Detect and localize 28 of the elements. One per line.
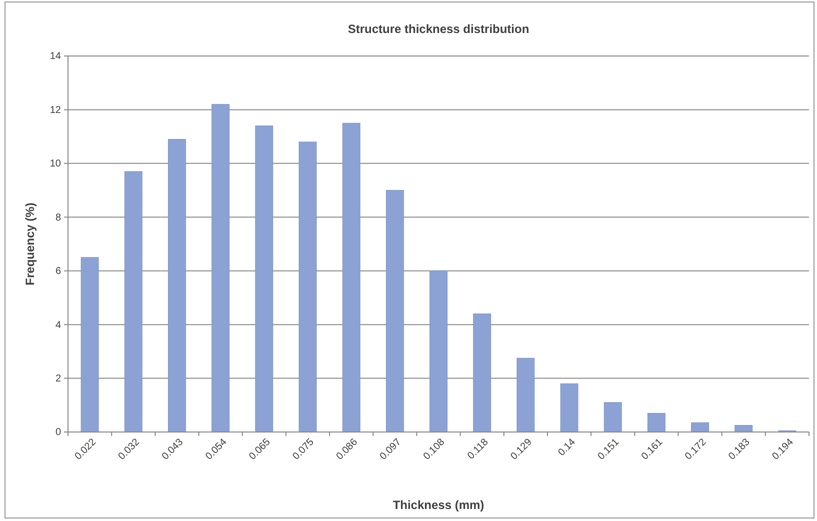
bar <box>124 171 142 432</box>
bar <box>516 358 535 432</box>
y-tick-label: 14 <box>50 51 62 62</box>
bar <box>560 383 578 432</box>
bar <box>212 104 230 432</box>
bar <box>734 425 753 432</box>
bar <box>298 142 317 432</box>
y-tick-label: 0 <box>55 427 62 438</box>
y-tick-label: 6 <box>55 266 62 278</box>
x-axis-title: Thickness (mm) <box>392 498 484 512</box>
bar <box>473 314 492 432</box>
x-tick-label: 0.14 <box>556 436 578 458</box>
bar <box>430 270 448 432</box>
chart-title: Structure thickness distribution <box>348 22 530 36</box>
bar <box>342 122 360 432</box>
y-tick-label: 2 <box>55 373 62 384</box>
y-tick-label: 10 <box>50 158 62 170</box>
bar <box>80 257 99 432</box>
y-tick-label: 12 <box>50 104 62 116</box>
y-tick-label: 4 <box>55 320 62 331</box>
bar <box>647 412 666 432</box>
bar <box>604 402 622 432</box>
bar <box>691 422 709 432</box>
bar <box>168 139 186 432</box>
bar <box>255 126 274 432</box>
y-tick-label: 8 <box>55 212 62 224</box>
bar <box>386 190 404 432</box>
y-axis-title: Frequency (%) <box>23 202 37 286</box>
